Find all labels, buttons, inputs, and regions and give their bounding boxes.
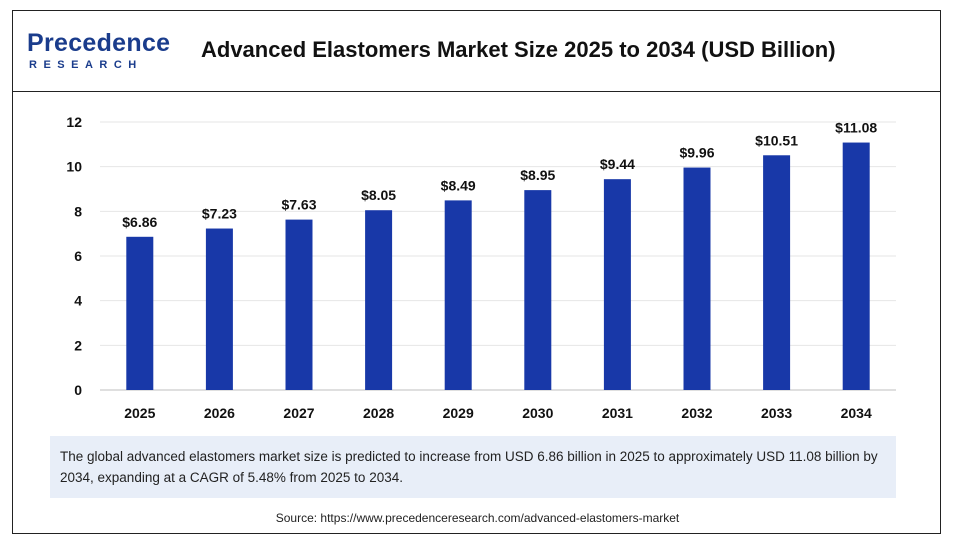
bar — [763, 155, 791, 390]
logo: Precedence RESEARCH — [27, 29, 187, 79]
source-citation: Source: https://www.precedenceresearch.c… — [275, 511, 680, 525]
bar — [126, 236, 154, 390]
x-tick-label: 2032 — [681, 405, 712, 421]
data-label: $7.23 — [202, 206, 237, 222]
x-tick-label: 2025 — [124, 405, 155, 421]
y-tick-label: 8 — [74, 203, 82, 219]
page-title: Advanced Elastomers Market Size 2025 to … — [201, 37, 836, 62]
x-tick-label: 2026 — [204, 405, 235, 421]
bar — [524, 190, 552, 390]
y-tick-label: 0 — [74, 382, 82, 398]
x-tick-label: 2030 — [522, 405, 553, 421]
data-label: $9.96 — [679, 145, 714, 161]
bar — [365, 210, 393, 390]
bar — [444, 200, 472, 390]
bar — [842, 142, 870, 390]
logo-subtitle: RESEARCH — [29, 59, 143, 71]
bar — [205, 228, 233, 390]
data-label: $8.95 — [520, 167, 555, 183]
x-tick-label: 2029 — [443, 405, 474, 421]
summary-text: The global advanced elastomers market si… — [50, 436, 896, 498]
data-label: $8.05 — [361, 187, 396, 203]
y-tick-label: 12 — [66, 114, 82, 130]
data-label: $8.49 — [441, 177, 476, 193]
data-label: $10.51 — [755, 132, 798, 148]
x-tick-label: 2031 — [602, 405, 633, 421]
x-tick-label: 2027 — [283, 405, 314, 421]
y-tick-label: 2 — [74, 337, 82, 353]
y-tick-label: 4 — [74, 293, 82, 309]
bar — [285, 219, 313, 390]
data-label: $7.63 — [281, 197, 316, 213]
bar — [603, 179, 631, 390]
y-tick-label: 6 — [74, 248, 82, 264]
y-tick-label: 10 — [66, 159, 82, 175]
x-tick-label: 2028 — [363, 405, 394, 421]
data-label: $9.44 — [600, 156, 635, 172]
data-label: $6.86 — [122, 214, 157, 230]
header: Precedence RESEARCH Advanced Elastomers … — [13, 11, 940, 92]
logo-wordmark: Precedence — [27, 29, 171, 57]
data-label: $11.08 — [835, 120, 877, 136]
bar — [683, 167, 711, 390]
x-tick-label: 2034 — [841, 405, 872, 421]
x-tick-label: 2033 — [761, 405, 792, 421]
